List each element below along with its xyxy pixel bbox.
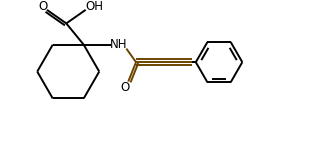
Text: O: O <box>38 0 48 13</box>
Text: O: O <box>121 81 130 94</box>
Text: OH: OH <box>85 0 103 13</box>
Text: NH: NH <box>110 38 127 51</box>
